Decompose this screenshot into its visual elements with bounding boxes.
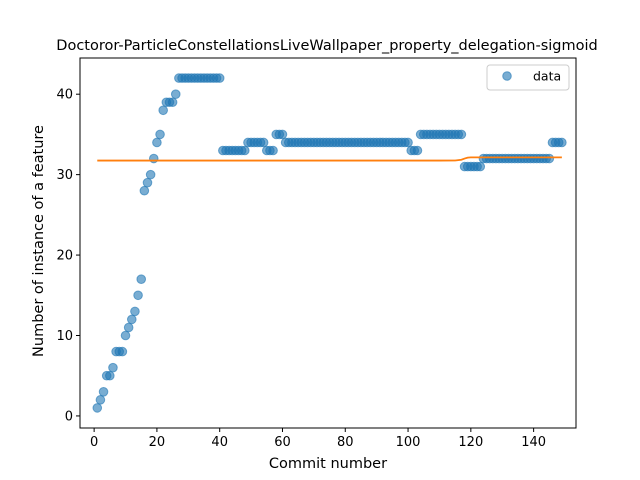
data-point: [130, 306, 140, 317]
data-point: [557, 137, 567, 148]
data-point: [117, 346, 128, 357]
data-point: [95, 395, 106, 405]
data-point: [167, 97, 178, 108]
data-point: [92, 403, 103, 413]
legend-marker: [502, 71, 512, 81]
y-tick-label: 10: [56, 329, 73, 344]
axes-frame: [79, 57, 577, 429]
legend-label: data: [533, 69, 561, 84]
plot-area: 0 20 40 60 80 100 120 140 0 10 20 30 40 data: [56, 57, 577, 450]
fit-line: [97, 156, 562, 162]
data-point: [127, 314, 137, 325]
y-tick-label: 0: [65, 409, 73, 424]
data-point: [258, 137, 269, 148]
data-point: [214, 73, 225, 83]
data-point: [133, 290, 143, 301]
data-point: [108, 362, 118, 373]
y-tick-label: 20: [56, 249, 73, 264]
x-tick-label: 20: [149, 435, 166, 450]
chart-title: Doctoror-ParticleConstellationsLiveWallp…: [56, 38, 597, 54]
x-tick-label: 140: [521, 435, 546, 450]
data-point: [136, 274, 147, 285]
data-point: [158, 105, 168, 116]
data-point: [155, 129, 165, 140]
y-tick-label: 40: [56, 88, 73, 103]
x-tick-label: 80: [337, 435, 354, 450]
data-point: [142, 177, 153, 188]
data-point: [120, 330, 131, 341]
data-point: [123, 322, 134, 333]
legend: data: [486, 64, 570, 91]
data-point: [268, 145, 278, 156]
x-tick-label: 60: [274, 435, 291, 450]
y-axis-title: Number of instance of a feature: [31, 125, 47, 357]
data-point: [152, 137, 162, 148]
data-point: [139, 185, 150, 196]
x-tick-label: 120: [458, 435, 483, 450]
data-point: [475, 161, 486, 172]
data-point: [456, 129, 467, 140]
y-tick-label: 30: [56, 168, 73, 183]
data-point: [170, 89, 181, 99]
data-point: [148, 153, 159, 164]
x-tick-label: 0: [90, 435, 98, 450]
data-point: [412, 145, 423, 156]
data-point: [240, 145, 250, 156]
data-point: [403, 137, 413, 148]
data-point: [277, 129, 288, 140]
x-tick-label: 40: [211, 435, 228, 450]
data-point: [98, 387, 109, 397]
x-axis-title: Commit number: [269, 456, 387, 472]
data-point: [544, 153, 555, 164]
data-point: [105, 370, 115, 381]
x-tick-label: 100: [396, 435, 421, 450]
data-point: [145, 169, 156, 180]
